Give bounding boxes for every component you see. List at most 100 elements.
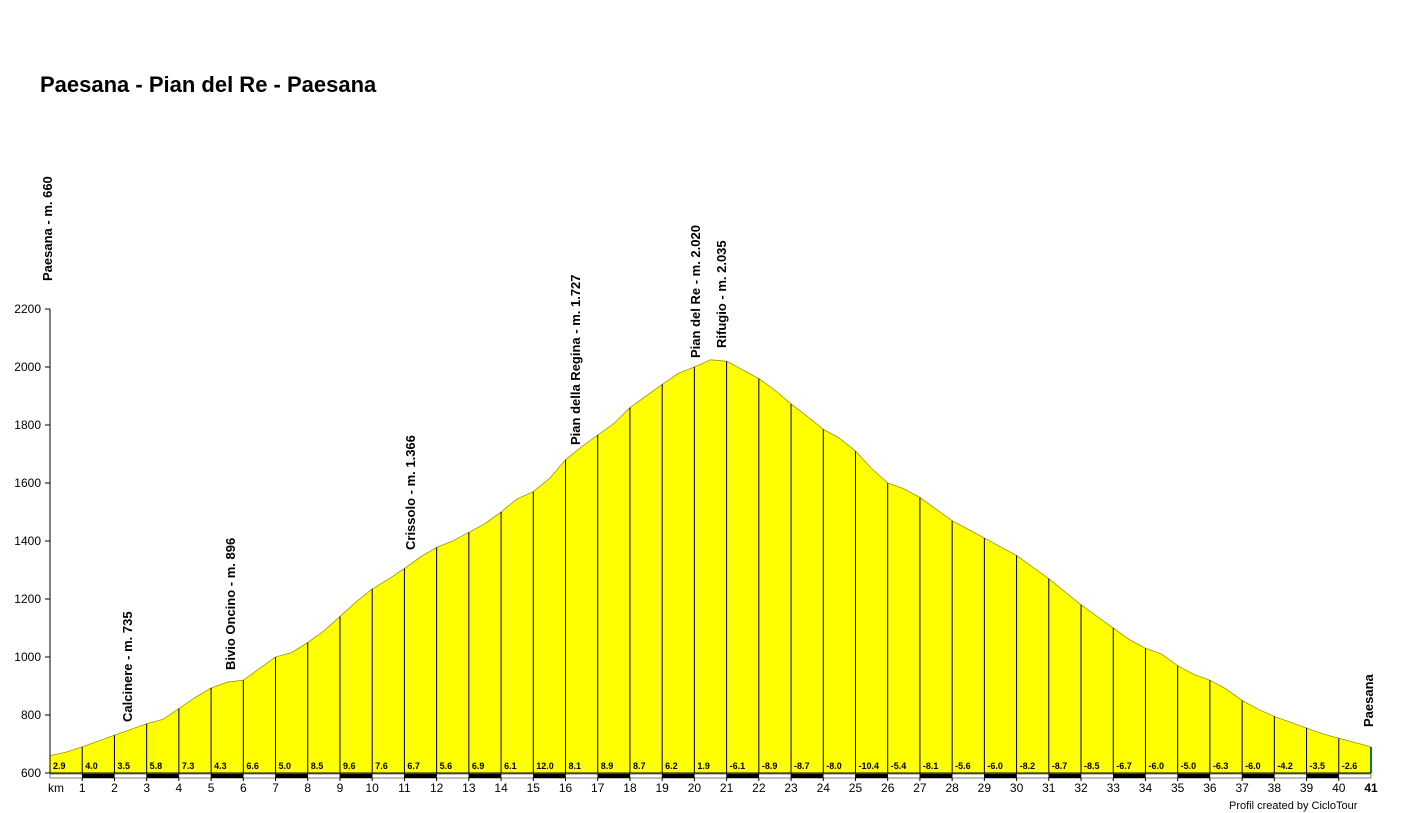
gradient-bar-segment — [533, 773, 566, 779]
y-tick-label: 800 — [21, 708, 41, 722]
gradient-label: -8.7 — [794, 761, 810, 771]
gradient-bar-segment — [790, 773, 824, 779]
gradient-label: -5.0 — [1181, 761, 1197, 771]
x-tick-label: 18 — [623, 781, 637, 795]
x-tick-label: 5 — [208, 781, 215, 795]
gradient-label: -5.6 — [955, 761, 971, 771]
x-tick-label: 27 — [913, 781, 927, 795]
x-tick-label: 13 — [462, 781, 476, 795]
gradient-bar-segment — [758, 773, 792, 779]
poi-label: Paesana - m. 660 — [40, 176, 55, 281]
gradient-bar-segment — [49, 773, 83, 779]
gradient-label: 5.6 — [440, 761, 453, 771]
gradient-bar-segment — [597, 773, 631, 779]
gradient-bar-segment — [1080, 773, 1114, 779]
gradient-label: 8.7 — [633, 761, 646, 771]
gradient-label: -6.3 — [1213, 761, 1229, 771]
poi-label: Crissolo - m. 1.366 — [403, 435, 418, 550]
gradient-label: 9.6 — [343, 761, 356, 771]
x-tick-label: 37 — [1235, 781, 1249, 795]
gradient-bar-segment — [1145, 773, 1178, 779]
x-tick-label: 9 — [337, 781, 344, 795]
gradient-label: 6.7 — [407, 761, 420, 771]
gradient-label: 7.6 — [375, 761, 388, 771]
x-tick-label: 40 — [1332, 781, 1346, 795]
gradient-label: 7.3 — [182, 761, 195, 771]
x-tick-label: 35 — [1171, 781, 1185, 795]
gradient-bar-segment — [1338, 773, 1372, 779]
x-tick-label: 32 — [1074, 781, 1088, 795]
y-tick-label: 1200 — [14, 592, 41, 606]
x-tick-label: 6 — [240, 781, 247, 795]
x-tick-label-end: 41 — [1364, 781, 1378, 795]
gradient-bar-segment — [468, 773, 502, 779]
gradient-bar-segment — [1306, 773, 1340, 779]
gradient-label: 8.5 — [311, 761, 324, 771]
gradient-bar-segment — [243, 773, 276, 779]
gradient-bar-segment — [1016, 773, 1050, 779]
gradient-label: 6.9 — [472, 761, 485, 771]
x-tick-label: 20 — [688, 781, 702, 795]
gradient-label: 6.6 — [246, 761, 259, 771]
x-tick-label: 19 — [655, 781, 669, 795]
x-tick-label: 25 — [849, 781, 863, 795]
gradient-bar-segment — [629, 773, 663, 779]
gradient-label: -4.2 — [1277, 761, 1293, 771]
x-tick-label: 21 — [720, 781, 734, 795]
gradient-label: 3.5 — [117, 761, 130, 771]
x-tick-label: 30 — [1010, 781, 1024, 795]
x-tick-label: 8 — [304, 781, 311, 795]
gradient-bar-segment — [1048, 773, 1082, 779]
gradient-label: -2.6 — [1342, 761, 1358, 771]
gradient-bar-segment — [565, 773, 598, 779]
gradient-label: 4.0 — [85, 761, 98, 771]
x-tick-label: 39 — [1300, 781, 1314, 795]
gradient-bar-segment — [919, 773, 953, 779]
x-tick-label: 16 — [559, 781, 573, 795]
x-tick-label: 3 — [143, 781, 150, 795]
poi-label: Bivio Oncino - m. 896 — [223, 538, 238, 670]
gradient-label: 6.1 — [504, 761, 517, 771]
x-tick-label: 17 — [591, 781, 605, 795]
y-tick-label: 1400 — [14, 534, 41, 548]
gradient-bar-segment — [404, 773, 437, 779]
gradient-bar-segment — [855, 773, 888, 779]
gradient-bar-segment — [694, 773, 727, 779]
gradient-label: 4.3 — [214, 761, 227, 771]
x-tick-label: 38 — [1268, 781, 1282, 795]
x-tick-label: 26 — [881, 781, 895, 795]
gradient-bar-segment — [726, 773, 760, 779]
gradient-bar-segment — [984, 773, 1017, 779]
x-tick-label: 29 — [978, 781, 992, 795]
poi-label: Pian del Re - m. 2.020 — [688, 225, 703, 358]
gradient-bar-segment — [275, 773, 309, 779]
x-tick-label: 1 — [79, 781, 86, 795]
gradient-bar-segment — [823, 773, 856, 779]
poi-label: Rifugio - m. 2.035 — [714, 240, 729, 348]
poi-label: Calcinere - m. 735 — [120, 611, 135, 722]
gradient-label: 6.2 — [665, 761, 678, 771]
x-tick-label: 12 — [430, 781, 444, 795]
gradient-label: -6.0 — [1148, 761, 1164, 771]
gradient-bar-segment — [436, 773, 470, 779]
poi-label: Pian della Regina - m. 1.727 — [568, 274, 583, 445]
x-tick-label: 24 — [817, 781, 831, 795]
gradient-bar-segment — [1177, 773, 1211, 779]
gradient-label: -8.0 — [826, 761, 842, 771]
elevation-outline — [49, 359, 1372, 756]
gradient-bar-segment — [114, 773, 147, 779]
gradient-bar-segment — [500, 773, 534, 779]
elevation-area — [50, 359, 1371, 773]
gradient-bar-segment — [339, 773, 373, 779]
gradient-label: -5.4 — [891, 761, 907, 771]
x-tick-label: 11 — [398, 781, 411, 795]
x-tick-label: 15 — [527, 781, 541, 795]
x-tick-label: 33 — [1107, 781, 1121, 795]
gradient-label: -8.1 — [923, 761, 939, 771]
gradient-bar-segment — [307, 773, 341, 779]
gradient-bar-segment — [661, 773, 695, 779]
gradient-label: -8.7 — [1052, 761, 1068, 771]
gradient-bar-segment — [210, 773, 244, 779]
x-tick-label: 23 — [784, 781, 798, 795]
gradient-label: 5.8 — [150, 761, 163, 771]
